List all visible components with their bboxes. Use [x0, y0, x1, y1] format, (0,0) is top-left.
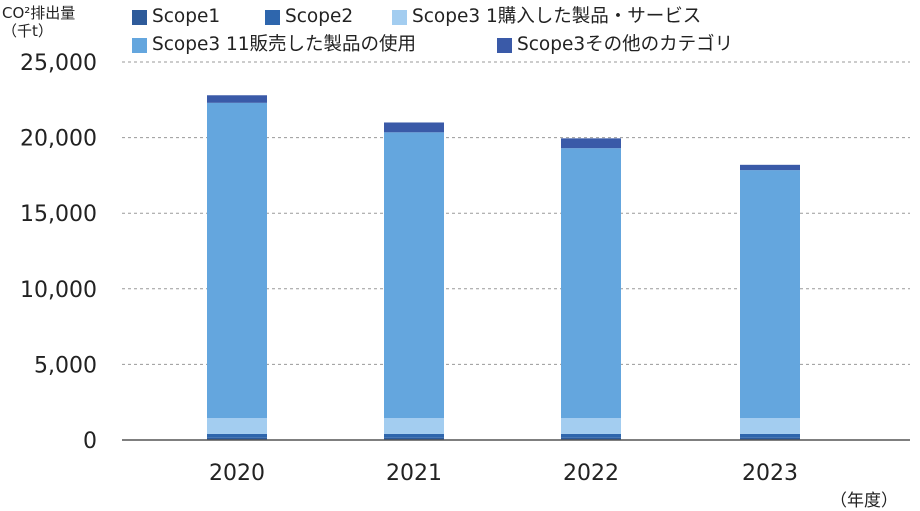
bar-segment: [740, 418, 800, 434]
bar-segment: [384, 437, 444, 440]
bar-segment: [740, 437, 800, 440]
x-tick-label: 2020: [209, 461, 265, 486]
y-axis-title: CO²排出量 （千t）: [2, 4, 75, 40]
y-tick-label: 10,000: [20, 278, 97, 303]
x-axis-unit: （年度）: [830, 491, 898, 511]
legend-label-scope3-cat11: Scope3 11販売した製品の使用: [152, 34, 417, 55]
bar-segment: [384, 433, 444, 438]
x-tick-label: 2023: [742, 461, 798, 486]
bar-segment: [384, 122, 444, 133]
legend-item-scope2: Scope2: [265, 3, 353, 31]
legend-item-scope1: Scope1: [132, 3, 220, 31]
y-tick-label: 15,000: [20, 202, 97, 227]
legend-swatch-scope3-cat1: [392, 9, 407, 25]
bar-segment: [561, 418, 621, 434]
y-axis-unit: （千t）: [2, 22, 53, 40]
bar-segment: [740, 164, 800, 171]
bar-segment: [207, 102, 267, 419]
bar-segment: [384, 418, 444, 434]
legend-swatch-scope1: [132, 9, 147, 25]
y-axis-label: CO²排出量: [2, 4, 76, 22]
legend-item-scope3-cat11: Scope3 11販売した製品の使用: [132, 31, 416, 59]
bar-segment: [561, 138, 621, 149]
bar-segment: [384, 132, 444, 419]
bar-segment: [207, 433, 267, 438]
bar-segment: [207, 437, 267, 440]
bar-segment: [561, 148, 621, 419]
x-tick-label: 2022: [563, 461, 619, 486]
y-tick-label: 5,000: [34, 353, 97, 378]
y-tick-label: 25,000: [20, 51, 97, 76]
legend-swatch-scope3-other: [497, 37, 512, 53]
legend-label-scope3-other: Scope3その他のカテゴリ: [517, 34, 734, 55]
bar-segment: [740, 170, 800, 419]
legend-swatch-scope2: [265, 9, 280, 25]
legend-label-scope2: Scope2: [285, 6, 354, 27]
bar-segment: [561, 433, 621, 438]
legend-swatch-scope3-cat11: [132, 37, 147, 53]
legend-label-scope1: Scope1: [152, 6, 221, 27]
legend-item-scope3-cat1: Scope3 1購入した製品・サービス: [392, 3, 701, 31]
bar-segment: [740, 433, 800, 438]
bar-segment: [207, 418, 267, 434]
x-tick-label: 2021: [386, 461, 442, 486]
legend-item-scope3-other: Scope3その他のカテゴリ: [497, 31, 733, 59]
legend-label-scope3-cat1: Scope3 1購入した製品・サービス: [412, 6, 702, 27]
bar-segment: [207, 95, 267, 103]
y-tick-label: 20,000: [20, 127, 97, 152]
y-tick-label: 0: [83, 429, 97, 454]
bar-segment: [561, 437, 621, 440]
